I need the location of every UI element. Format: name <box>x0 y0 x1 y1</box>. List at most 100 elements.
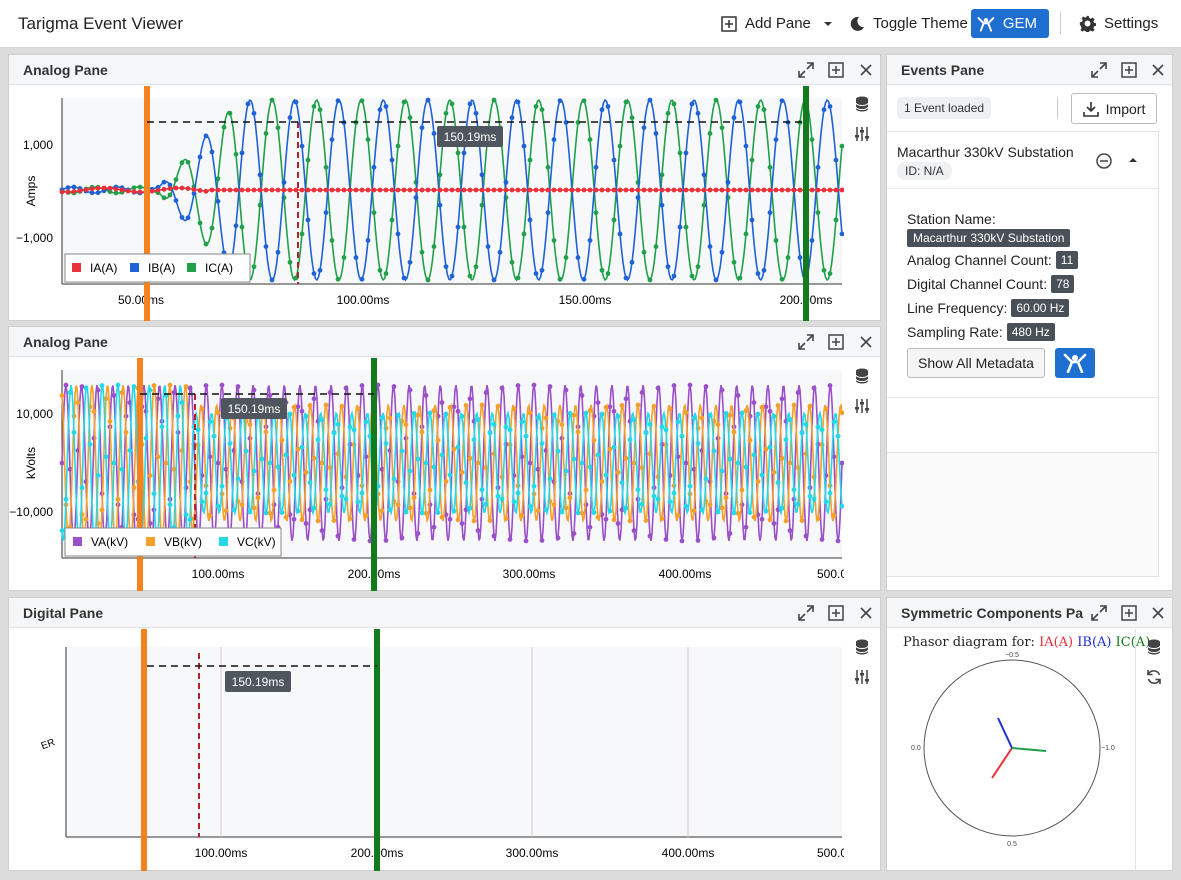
ic-trace-point <box>683 224 689 230</box>
refresh-icon[interactable] <box>1145 668 1163 686</box>
add-pane-button[interactable]: Add Pane <box>721 9 833 38</box>
sliders-icon[interactable] <box>853 668 871 686</box>
ia-trace-point <box>275 187 281 193</box>
database-icon[interactable] <box>1145 638 1163 656</box>
import-button[interactable]: Import <box>1071 93 1157 124</box>
analog-pane-voltage: Analog Pane 10,000−10,000kVolts100.00ms2… <box>8 326 881 591</box>
ic-trace-point <box>659 172 665 178</box>
close-icon[interactable] <box>1149 61 1167 79</box>
gem-event-button[interactable] <box>1055 348 1095 378</box>
add-pane-icon[interactable] <box>1120 61 1138 79</box>
expand-icon[interactable] <box>797 604 815 622</box>
ic-trace-point <box>527 157 533 163</box>
ia-trace-point <box>155 187 161 193</box>
ib-trace-point <box>551 137 557 143</box>
analog-count-row: Analog Channel Count: 11 <box>907 251 1079 269</box>
vc-trace-point <box>671 490 677 496</box>
vb-trace-point <box>455 517 461 523</box>
ic-trace-point <box>173 177 179 182</box>
close-icon[interactable] <box>857 333 875 351</box>
pane-title: Digital Pane <box>23 605 104 621</box>
ic-trace-point <box>557 276 563 282</box>
add-pane-icon[interactable] <box>827 333 845 351</box>
database-icon[interactable] <box>853 638 871 656</box>
close-icon[interactable] <box>1149 604 1167 622</box>
show-all-metadata-button[interactable]: Show All Metadata <box>907 348 1045 378</box>
vb-trace-point <box>483 465 489 471</box>
ic-trace-point <box>359 98 365 104</box>
ic-trace-point <box>767 164 773 170</box>
vb-trace-point <box>623 455 629 461</box>
sliders-icon[interactable] <box>853 397 871 415</box>
y-tick-label: −1,000 <box>16 231 53 245</box>
remove-circle-icon[interactable] <box>1095 152 1113 170</box>
vc-trace-point <box>759 472 765 478</box>
vb-trace-point <box>223 508 229 514</box>
vc-trace-point <box>187 516 193 522</box>
database-icon[interactable] <box>853 95 871 113</box>
va-trace-point <box>475 528 481 533</box>
settings-button[interactable]: Settings <box>1079 9 1158 38</box>
ia-trace-point <box>491 187 497 193</box>
close-icon[interactable] <box>857 604 875 622</box>
ic-trace-point <box>821 267 827 273</box>
ic-trace-point <box>389 217 395 223</box>
ia-trace-point <box>245 187 251 193</box>
add-pane-icon[interactable] <box>827 604 845 622</box>
va-trace-point <box>671 383 677 388</box>
pane-header: Analog Pane <box>9 327 880 357</box>
ia-trace-point <box>755 187 761 193</box>
vb-trace-point <box>635 402 641 408</box>
vc-trace-point <box>527 503 533 509</box>
expand-icon[interactable] <box>1090 604 1108 622</box>
ia-trace-point <box>455 187 461 193</box>
vb-trace-point <box>615 469 621 475</box>
ic-trace-point <box>179 160 185 166</box>
pane-title: Analog Pane <box>23 62 108 78</box>
vb-trace-point <box>543 415 549 421</box>
ia-trace-point <box>725 187 731 193</box>
legend <box>64 527 282 557</box>
ic-trace-point <box>599 267 605 273</box>
vb-trace-point <box>723 495 729 501</box>
vc-trace-point <box>699 507 705 513</box>
vc-trace-point <box>747 510 753 516</box>
ia-trace-point <box>263 187 269 193</box>
ia-trace-point <box>377 187 383 193</box>
sliders-icon[interactable] <box>853 125 871 143</box>
ic-trace-point <box>461 224 467 230</box>
ia-trace-point <box>617 187 623 193</box>
vc-trace-point <box>219 483 225 489</box>
ib-trace-point <box>239 150 245 156</box>
vb-trace-point <box>443 478 449 484</box>
vb-trace-point <box>739 487 745 493</box>
expand-icon[interactable] <box>797 61 815 79</box>
va-trace-point <box>719 387 725 393</box>
vb-trace-point <box>387 415 393 421</box>
ic-trace-point <box>443 110 449 116</box>
ib-trace-point <box>683 150 689 156</box>
vc-trace-point <box>719 468 725 474</box>
ic-trace-point <box>779 276 785 282</box>
add-pane-icon[interactable] <box>1120 604 1138 622</box>
expand-icon[interactable] <box>1090 61 1108 79</box>
current-chart[interactable]: 1,000−1,000Amps50.00ms100.00ms150.00ms20… <box>9 86 844 321</box>
toggle-theme-button[interactable]: Toggle Theme <box>849 9 968 38</box>
voltage-chart[interactable]: 10,000−10,000kVolts100.00ms200.00ms300.0… <box>9 358 844 591</box>
va-trace-point <box>539 538 545 543</box>
vc-trace-point <box>95 473 101 478</box>
delta-label: 150.19ms <box>228 402 281 416</box>
close-icon[interactable] <box>857 61 875 79</box>
vc-trace-point <box>647 421 653 427</box>
vb-trace-point <box>567 495 573 501</box>
chevron-up-icon[interactable] <box>1127 154 1139 166</box>
digital-chart[interactable]: ER100.00ms200.00ms300.00ms400.00ms500.01… <box>9 629 844 871</box>
ib-trace-point <box>377 107 383 113</box>
database-icon[interactable] <box>853 367 871 385</box>
expand-icon[interactable] <box>797 333 815 351</box>
add-pane-icon[interactable] <box>827 61 845 79</box>
vb-trace-point <box>475 460 481 466</box>
gem-button[interactable]: GEM <box>971 9 1049 38</box>
ic-trace-point <box>689 273 695 279</box>
va-trace-point <box>295 404 301 410</box>
